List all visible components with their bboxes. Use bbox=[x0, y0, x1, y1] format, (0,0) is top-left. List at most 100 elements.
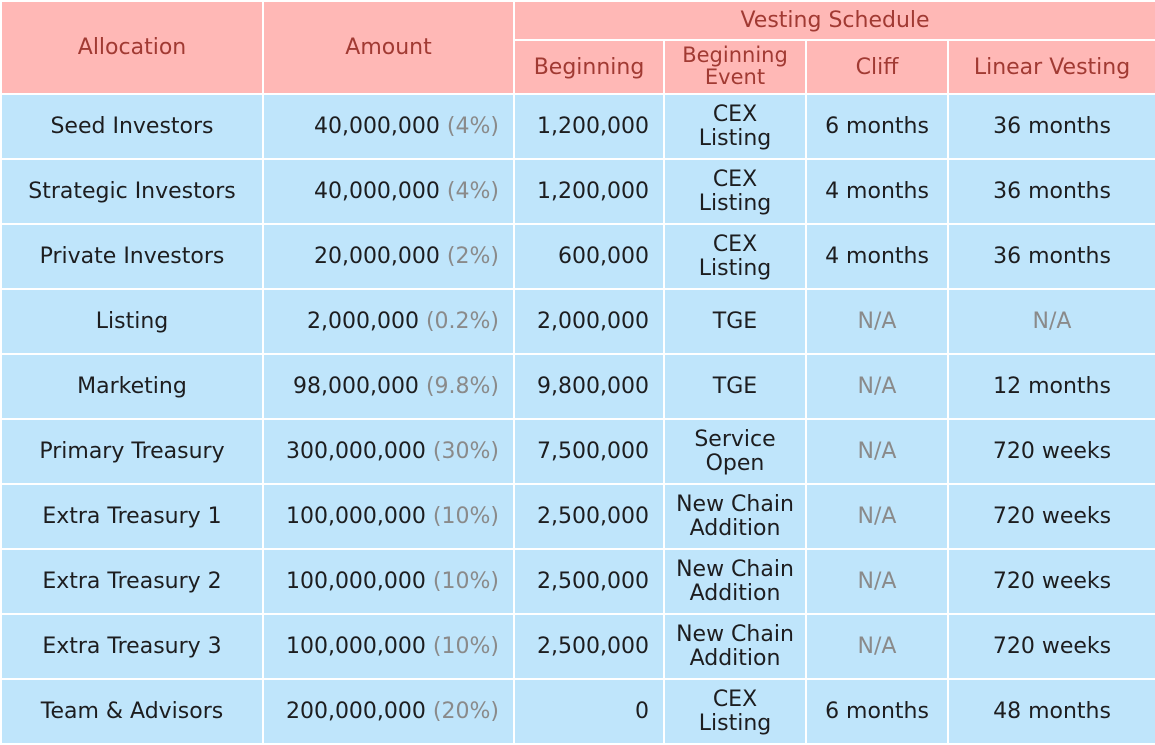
header-vesting-schedule: Vesting Schedule bbox=[512, 0, 1155, 41]
event-label: CEX Listing bbox=[698, 166, 772, 216]
event-label: New Chain Addition bbox=[676, 621, 794, 671]
cell-beginning: 2,000,000 bbox=[513, 288, 665, 355]
amount-value: 40,000,000 bbox=[313, 114, 440, 139]
event-label: CEX Listing bbox=[698, 101, 772, 151]
cell-beginning: 2,500,000 bbox=[513, 613, 665, 680]
table-row: Listing 2,000,000 (0.2%) 2,000,000 TGE N/A N/… bbox=[0, 288, 1155, 355]
amount-percent: (10%) bbox=[432, 569, 499, 594]
amount-value: 2,000,000 bbox=[306, 309, 419, 334]
cell-beginning: 2,500,000 bbox=[513, 483, 665, 550]
cell-beginning: 0 bbox=[513, 678, 665, 745]
cell-linear-vesting: 48 months bbox=[946, 678, 1155, 745]
amount-value: 300,000,000 bbox=[285, 439, 426, 464]
cell-linear-vesting: 36 months bbox=[946, 223, 1155, 290]
amount-percent: (30%) bbox=[432, 439, 499, 464]
cell-amount: 300,000,000 (30%) bbox=[262, 418, 515, 485]
cell-beginning: 7,500,000 bbox=[513, 418, 665, 485]
cell-amount: 40,000,000 (4%) bbox=[262, 158, 515, 225]
cell-linear-vesting: 12 months bbox=[946, 353, 1155, 420]
amount-percent: (4%) bbox=[446, 114, 499, 139]
cell-beginning-event: CEX Listing bbox=[663, 678, 807, 745]
table-row: Seed Investors 40,000,000 (4%) 1,200,000 CE… bbox=[0, 93, 1155, 160]
cell-linear-vesting: 720 weeks bbox=[946, 548, 1155, 615]
cell-beginning-event: CEX Listing bbox=[663, 158, 807, 225]
cell-cliff: N/A bbox=[805, 288, 949, 355]
cell-beginning-event: New Chain Addition bbox=[663, 613, 807, 680]
cell-cliff: 4 months bbox=[805, 223, 949, 290]
amount-value: 200,000,000 bbox=[285, 699, 426, 724]
header-amount: Amount bbox=[262, 0, 515, 95]
cell-allocation: Extra Treasury 2 bbox=[0, 548, 264, 615]
cell-linear-vesting: 720 weeks bbox=[946, 418, 1155, 485]
cell-amount: 100,000,000 (10%) bbox=[262, 548, 515, 615]
event-label: TGE bbox=[712, 309, 758, 334]
cell-amount: 100,000,000 (10%) bbox=[262, 483, 515, 550]
cell-beginning: 1,200,000 bbox=[513, 93, 665, 160]
amount-percent: (9.8%) bbox=[425, 374, 499, 399]
cell-beginning: 2,500,000 bbox=[513, 548, 665, 615]
cell-linear-vesting: 36 months bbox=[946, 158, 1155, 225]
amount-value: 40,000,000 bbox=[313, 179, 440, 204]
header-beginning: Beginning bbox=[513, 39, 665, 95]
table-row: Private Investors 20,000,000 (2%) 600,000 C… bbox=[0, 223, 1155, 290]
table-row: Extra Treasury 1 100,000,000 (10%) 2,500,0… bbox=[0, 483, 1155, 550]
table-body: Seed Investors 40,000,000 (4%) 1,200,000 CE… bbox=[0, 93, 1155, 745]
cell-amount: 100,000,000 (10%) bbox=[262, 613, 515, 680]
header-linear-vesting: Linear Vesting bbox=[946, 39, 1155, 95]
cell-linear-vesting: 720 weeks bbox=[946, 613, 1155, 680]
event-label: New Chain Addition bbox=[676, 491, 794, 541]
cell-beginning-event: New Chain Addition bbox=[663, 483, 807, 550]
amount-percent: (10%) bbox=[432, 634, 499, 659]
amount-percent: (4%) bbox=[446, 179, 499, 204]
cell-linear-vesting: 36 months bbox=[946, 93, 1155, 160]
header-allocation: Allocation bbox=[0, 0, 264, 95]
cell-beginning: 600,000 bbox=[513, 223, 665, 290]
cell-beginning: 1,200,000 bbox=[513, 158, 665, 225]
cell-cliff: 4 months bbox=[805, 158, 949, 225]
event-label: CEX Listing bbox=[698, 686, 772, 736]
event-label: TGE bbox=[712, 374, 758, 399]
cell-allocation: Private Investors bbox=[0, 223, 264, 290]
event-label: CEX Listing bbox=[698, 231, 772, 281]
table-row: Extra Treasury 3 100,000,000 (10%) 2,500,0… bbox=[0, 613, 1155, 680]
table-row: Strategic Investors 40,000,000 (4%) 1,200,… bbox=[0, 158, 1155, 225]
cell-beginning-event: CEX Listing bbox=[663, 93, 807, 160]
cell-beginning-event: CEX Listing bbox=[663, 223, 807, 290]
cell-allocation: Extra Treasury 1 bbox=[0, 483, 264, 550]
cell-amount: 98,000,000 (9.8%) bbox=[262, 353, 515, 420]
amount-percent: (10%) bbox=[432, 504, 499, 529]
table-row: Team & Advisors 200,000,000 (20%) 0 CEX List… bbox=[0, 678, 1155, 745]
cell-beginning-event: TGE bbox=[663, 288, 807, 355]
cell-allocation: Extra Treasury 3 bbox=[0, 613, 264, 680]
cell-cliff: N/A bbox=[805, 418, 949, 485]
event-label: New Chain Addition bbox=[676, 556, 794, 606]
cell-amount: 200,000,000 (20%) bbox=[262, 678, 515, 745]
table-row: Primary Treasury 300,000,000 (30%) 7,500,0… bbox=[0, 418, 1155, 485]
cell-cliff: N/A bbox=[805, 613, 949, 680]
cell-beginning-event: New Chain Addition bbox=[663, 548, 807, 615]
amount-value: 98,000,000 bbox=[292, 374, 419, 399]
cell-cliff: N/A bbox=[805, 548, 949, 615]
table-row: Extra Treasury 2 100,000,000 (10%) 2,500,0… bbox=[0, 548, 1155, 615]
cell-beginning: 9,800,000 bbox=[513, 353, 665, 420]
cell-beginning-event: Service Open bbox=[663, 418, 807, 485]
cell-beginning-event: TGE bbox=[663, 353, 807, 420]
header-beginning-event: Beginning Event bbox=[663, 39, 807, 95]
amount-percent: (2%) bbox=[446, 244, 499, 269]
header-cliff: Cliff bbox=[805, 39, 949, 95]
cell-cliff: N/A bbox=[805, 353, 949, 420]
amount-value: 20,000,000 bbox=[313, 244, 440, 269]
cell-allocation: Marketing bbox=[0, 353, 264, 420]
cell-amount: 2,000,000 (0.2%) bbox=[262, 288, 515, 355]
header-beginning-event-label: Beginning Event bbox=[682, 43, 788, 89]
cell-allocation: Strategic Investors bbox=[0, 158, 264, 225]
cell-linear-vesting: N/A bbox=[946, 288, 1155, 355]
cell-amount: 40,000,000 (4%) bbox=[262, 93, 515, 160]
amount-value: 100,000,000 bbox=[285, 569, 426, 594]
amount-percent: (0.2%) bbox=[425, 309, 499, 334]
cell-linear-vesting: 720 weeks bbox=[946, 483, 1155, 550]
amount-value: 100,000,000 bbox=[285, 504, 426, 529]
cell-allocation: Team & Advisors bbox=[0, 678, 264, 745]
event-label: Service Open bbox=[694, 426, 776, 476]
